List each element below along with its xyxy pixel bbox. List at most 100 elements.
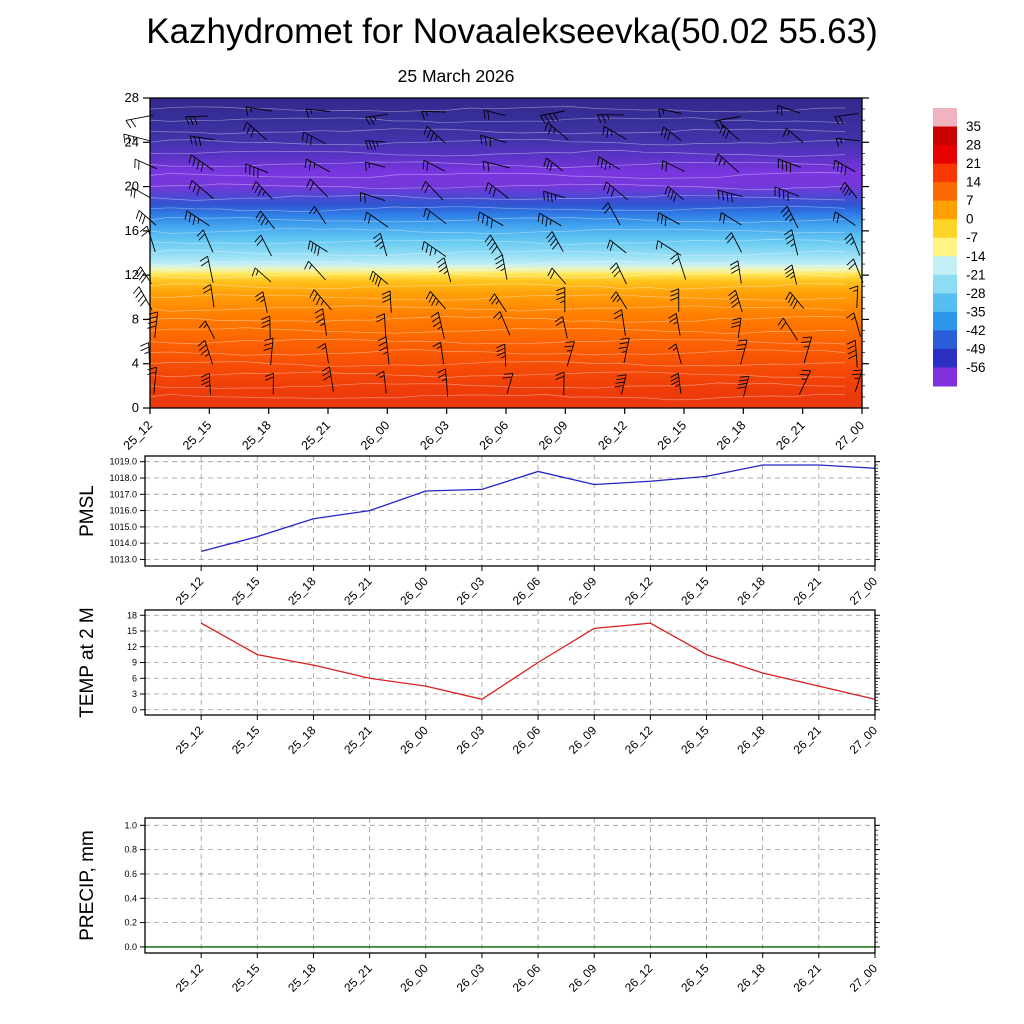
svg-text:0.6: 0.6 <box>124 869 137 879</box>
svg-text:25_12: 25_12 <box>173 723 207 757</box>
svg-text:25_15: 25_15 <box>229 723 263 757</box>
svg-text:1017.0: 1017.0 <box>109 489 137 499</box>
svg-text:0: 0 <box>132 400 139 415</box>
temp2m-line <box>200 622 876 700</box>
svg-text:25_18: 25_18 <box>285 961 319 995</box>
svg-text:26_00: 26_00 <box>358 418 393 453</box>
colorbar: 35 28 21 14 7 0 -7 -14 -21 -28 -35 -42 -49 -56 <box>933 108 986 387</box>
svg-text:26_00: 26_00 <box>397 961 431 995</box>
svg-text:26_18: 26_18 <box>734 723 768 757</box>
svg-text:3: 3 <box>132 689 137 699</box>
svg-text:-49: -49 <box>966 341 986 356</box>
svg-text:27_00: 27_00 <box>847 574 881 608</box>
svg-text:26_09: 26_09 <box>566 723 600 757</box>
svg-text:21: 21 <box>966 156 981 171</box>
svg-text:26_12: 26_12 <box>622 723 656 757</box>
pmsl-chart: 1013.0 1014.0 1015.0 1016.0 1017.0 1018.0 1019… <box>77 455 881 608</box>
svg-text:1014.0: 1014.0 <box>109 538 137 548</box>
svg-text:6: 6 <box>132 673 137 683</box>
svg-text:0.2: 0.2 <box>124 918 137 928</box>
svg-text:0: 0 <box>132 705 137 715</box>
svg-text:12: 12 <box>125 267 139 282</box>
chart-subtitle: 25 March 2026 <box>397 66 515 86</box>
svg-text:0.4: 0.4 <box>124 893 137 903</box>
svg-text:25_12: 25_12 <box>121 418 156 453</box>
svg-text:26_00: 26_00 <box>397 723 431 757</box>
svg-text:26_15: 26_15 <box>678 723 712 757</box>
svg-text:26_12: 26_12 <box>595 418 630 453</box>
svg-text:26_03: 26_03 <box>417 418 452 453</box>
svg-text:25_18: 25_18 <box>285 574 319 608</box>
svg-text:7: 7 <box>966 193 974 208</box>
svg-text:26_00: 26_00 <box>397 574 431 608</box>
temperature-field <box>150 98 862 408</box>
svg-text:15: 15 <box>127 626 137 636</box>
svg-text:14: 14 <box>966 175 982 190</box>
cross-section-chart: 0 4 8 12 16 20 24 28 25_12 25_15 25_18 25_21 26_00 26… <box>121 90 986 453</box>
svg-text:0.8: 0.8 <box>124 845 137 855</box>
svg-text:-28: -28 <box>966 286 986 301</box>
svg-text:26_21: 26_21 <box>790 961 824 995</box>
svg-text:25_15: 25_15 <box>180 418 215 453</box>
svg-text:25_18: 25_18 <box>239 418 274 453</box>
svg-text:26_03: 26_03 <box>454 574 488 608</box>
temperature-contours <box>150 106 846 401</box>
svg-text:1019.0: 1019.0 <box>109 457 137 467</box>
svg-text:25_21: 25_21 <box>299 418 334 453</box>
temp2m-chart: 0 3 6 9 12 15 18 25_12 25_15 25_18 25_21 26_00 26_03… <box>77 607 881 757</box>
pmsl-line <box>200 464 876 552</box>
svg-text:-7: -7 <box>966 230 978 245</box>
svg-text:26_06: 26_06 <box>510 574 544 608</box>
svg-text:25_12: 25_12 <box>173 961 207 995</box>
svg-text:1.0: 1.0 <box>124 820 137 830</box>
svg-text:20: 20 <box>125 179 139 194</box>
svg-text:26_21: 26_21 <box>790 723 824 757</box>
svg-text:1018.0: 1018.0 <box>109 473 137 483</box>
svg-text:26_15: 26_15 <box>678 961 712 995</box>
svg-text:26_03: 26_03 <box>454 961 488 995</box>
svg-text:26_21: 26_21 <box>790 574 824 608</box>
svg-text:24: 24 <box>125 134 139 149</box>
svg-text:1013.0: 1013.0 <box>109 554 137 564</box>
svg-text:-56: -56 <box>966 360 986 375</box>
svg-text:25_15: 25_15 <box>229 574 263 608</box>
svg-text:26_18: 26_18 <box>714 418 749 453</box>
svg-text:-14: -14 <box>966 249 986 264</box>
precip-chart: 0.0 0.2 0.4 0.6 0.8 1.0 25_12 25_15 25_18 25_21 26… <box>77 817 880 995</box>
svg-text:26_06: 26_06 <box>477 418 512 453</box>
svg-text:26_21: 26_21 <box>773 418 808 453</box>
svg-text:26_09: 26_09 <box>536 418 571 453</box>
svg-text:26_09: 26_09 <box>566 574 600 608</box>
svg-text:26_18: 26_18 <box>734 574 768 608</box>
svg-text:28: 28 <box>125 90 139 105</box>
svg-text:26_03: 26_03 <box>454 723 488 757</box>
svg-text:0: 0 <box>966 212 974 227</box>
svg-text:25_21: 25_21 <box>341 961 375 995</box>
svg-text:18: 18 <box>127 610 137 620</box>
svg-text:26_15: 26_15 <box>655 418 690 453</box>
svg-text:12: 12 <box>127 642 137 652</box>
svg-text:27_00: 27_00 <box>833 418 868 453</box>
svg-text:28: 28 <box>966 138 981 153</box>
svg-text:25_15: 25_15 <box>229 961 263 995</box>
svg-text:-42: -42 <box>966 323 986 338</box>
svg-text:0.0: 0.0 <box>124 942 137 952</box>
svg-text:9: 9 <box>132 658 137 668</box>
svg-text:25_21: 25_21 <box>341 574 375 608</box>
svg-text:-21: -21 <box>966 267 986 282</box>
svg-text:26_06: 26_06 <box>510 961 544 995</box>
svg-text:25_12: 25_12 <box>173 574 207 608</box>
svg-text:25_18: 25_18 <box>285 723 319 757</box>
svg-text:1015.0: 1015.0 <box>109 522 137 532</box>
svg-text:25_21: 25_21 <box>341 723 375 757</box>
svg-text:26_18: 26_18 <box>734 961 768 995</box>
svg-text:26_12: 26_12 <box>622 574 656 608</box>
svg-text:26_06: 26_06 <box>510 723 544 757</box>
svg-text:1016.0: 1016.0 <box>109 506 137 516</box>
svg-text:4: 4 <box>132 356 139 371</box>
svg-text:26_12: 26_12 <box>622 961 656 995</box>
svg-text:16: 16 <box>125 223 139 238</box>
svg-text:27_00: 27_00 <box>847 723 881 757</box>
svg-text:26_09: 26_09 <box>566 961 600 995</box>
svg-text:35: 35 <box>966 119 981 134</box>
